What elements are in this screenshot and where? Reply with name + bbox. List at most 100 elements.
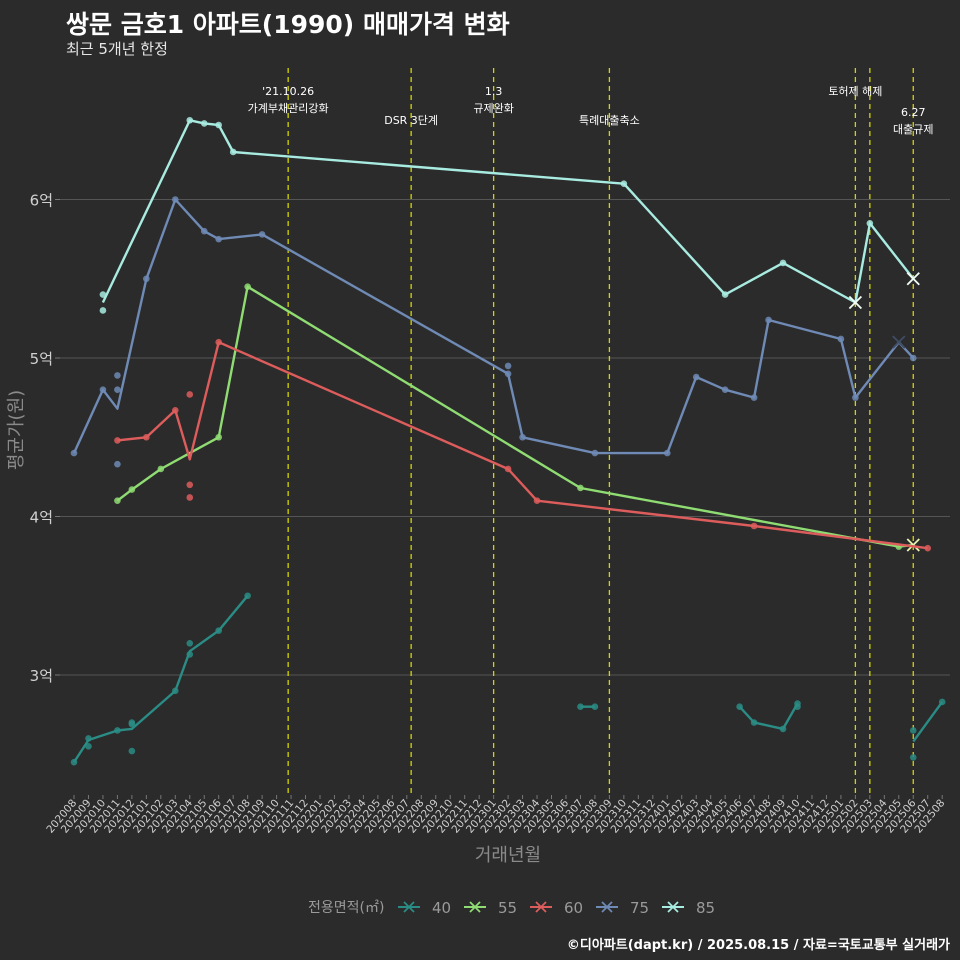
event-label: '21.10.26 [262, 85, 314, 98]
series-55-point [244, 283, 251, 290]
series-75-line [72, 198, 915, 455]
series-75-point [114, 386, 121, 394]
y-tick-label: 6억 [30, 192, 53, 210]
series-55-last-marker [906, 538, 920, 552]
series-60-point [143, 433, 150, 441]
event-label: 특례대출축소 [579, 114, 640, 127]
series-40-point [244, 592, 251, 600]
series-75-point [663, 449, 671, 457]
cross-stroke [848, 295, 863, 310]
series-85-point [200, 120, 208, 127]
legend-key-75-cross [601, 901, 613, 913]
series-40-point [186, 651, 194, 658]
event-label: 토허제 해제 [828, 84, 882, 98]
legend-label-40: 40 [432, 899, 451, 917]
event-label: 6.27 [901, 106, 926, 119]
y-tick-label: 4억 [30, 509, 53, 527]
series-75-point [99, 386, 107, 394]
series-40-point [128, 720, 136, 728]
series-layer [70, 116, 946, 766]
chart-title: 쌍문 금호1 아파트(1990) 매매가격 변화 [66, 10, 510, 39]
event-label: 대출규제 [893, 123, 933, 136]
series-85-line [101, 119, 915, 304]
legend-label-60: 60 [564, 899, 583, 917]
event-label: DSR 3단계 [384, 114, 438, 127]
legend-label-75: 75 [630, 899, 649, 917]
series-60-line [117, 341, 928, 550]
series-40-point [779, 725, 787, 733]
series-60-point [186, 391, 194, 398]
series-40-point [186, 640, 194, 647]
y-tick-label: 5억 [30, 350, 53, 368]
series-85-point [186, 116, 194, 124]
legend-key-55-cross [469, 901, 481, 913]
series-40-point [577, 703, 584, 710]
legend-key-85-cross [667, 901, 679, 913]
cross-stroke [906, 538, 920, 552]
event-label: 1.3 [485, 85, 503, 98]
series-75-point [114, 460, 121, 468]
series-85-point [229, 148, 237, 156]
series-75-point [215, 235, 222, 243]
series-75-point [114, 372, 121, 379]
cross-stroke [906, 272, 920, 286]
series-85-point [99, 307, 107, 314]
series-55-point [128, 486, 136, 493]
series-55-point [114, 497, 121, 504]
series-75-point [591, 449, 599, 457]
legend: 전용면적(㎡) 40 55 60 75 85 [308, 899, 715, 917]
series-85-point [620, 180, 628, 187]
series-55-point [577, 484, 584, 492]
series-40-line [912, 701, 944, 743]
series-75-last-marker [892, 335, 906, 349]
chart-subtitle: 최근 5개년 한정 [66, 40, 168, 58]
series-75-point [171, 196, 179, 203]
series-75-point [837, 335, 845, 343]
series-40-point [938, 698, 946, 706]
series-40-point [794, 703, 801, 710]
y-axis-title: 평균가(원) [6, 390, 27, 470]
series-75-point [909, 354, 917, 362]
legend-key-60-cross [535, 901, 547, 913]
series-60-point [924, 544, 932, 552]
event-label: 가계부채관리강화 [248, 102, 329, 115]
series-85-point [215, 121, 222, 129]
series-75-point [504, 362, 512, 370]
x-axis: 2020082020092020102020112020122021012021… [44, 795, 947, 836]
series-55-point [215, 433, 222, 441]
series-40-point [128, 747, 136, 755]
series-75-point [852, 394, 859, 401]
series-60-point [750, 522, 758, 530]
cross-stroke [892, 335, 906, 349]
series-85-point [721, 291, 729, 298]
grid-layer [60, 199, 950, 676]
series-75-point [143, 275, 150, 283]
series-60-point [186, 481, 194, 489]
legend-label-55: 55 [498, 899, 517, 917]
x-axis-title: 거래년월 [475, 845, 541, 866]
series-75-point [765, 316, 772, 324]
series-85-point [866, 219, 874, 227]
series-60-point [504, 465, 512, 473]
series-60-point [171, 407, 179, 414]
series-40-point [909, 754, 917, 761]
series-85-last-marker [848, 295, 863, 310]
series-40-line [738, 702, 799, 731]
y-axis: 3억 4억 5억 6억 [30, 192, 60, 685]
series-75-point [70, 449, 78, 457]
series-40-point [70, 758, 78, 766]
series-60-point [215, 338, 222, 346]
series-75-point [200, 227, 208, 235]
series-40-point [736, 703, 743, 710]
series-60-point [533, 497, 541, 504]
series-75-point [258, 231, 266, 238]
series-75-point [692, 373, 700, 381]
series-40-point [114, 727, 121, 734]
legend-key-40-cross [403, 901, 415, 913]
series-75-point [519, 433, 526, 441]
series-60-point [114, 437, 121, 444]
series-75-point [504, 370, 512, 378]
series-40-point [591, 703, 599, 710]
